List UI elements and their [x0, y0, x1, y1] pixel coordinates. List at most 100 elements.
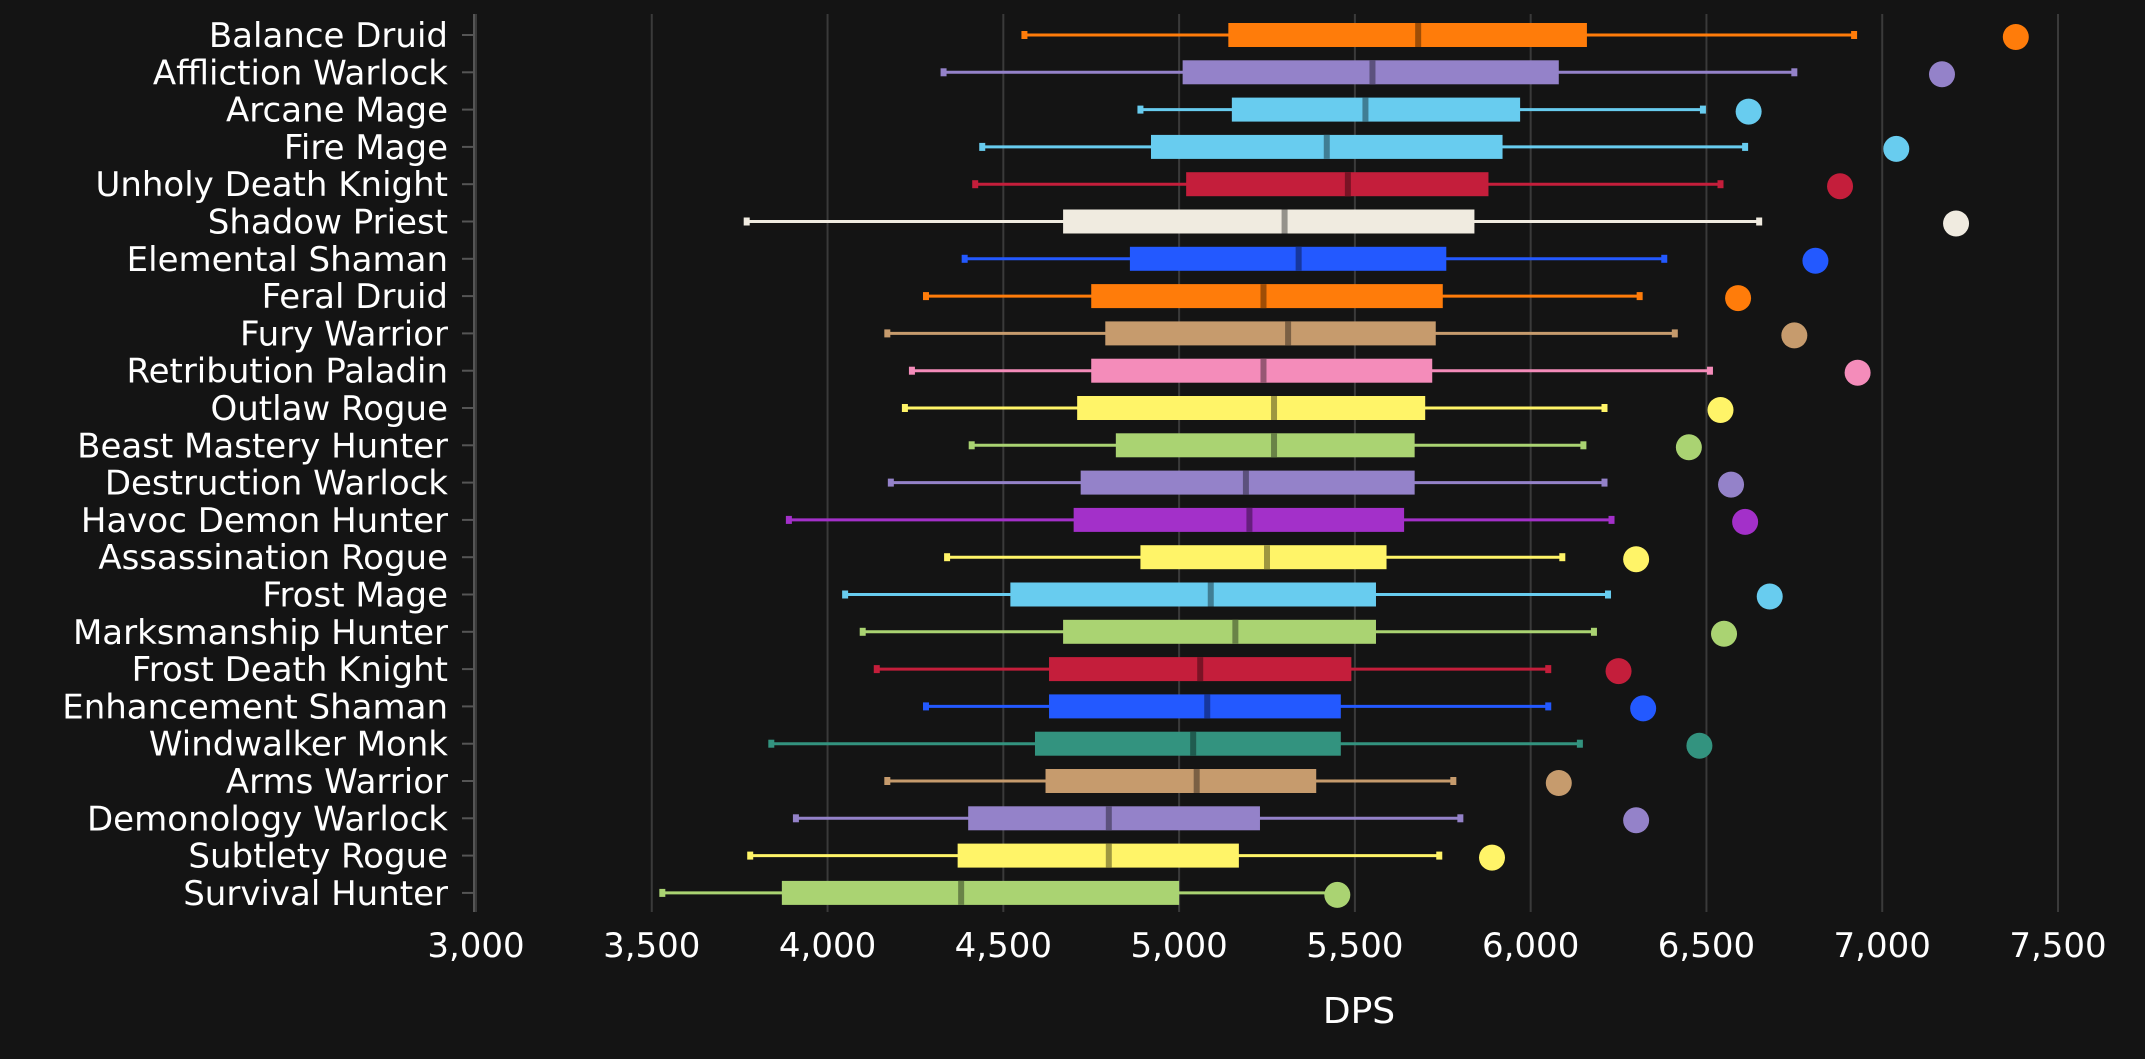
median-marker: [1246, 507, 1253, 532]
outlier-point: [1478, 844, 1505, 871]
category-label: Balance Druid: [209, 16, 448, 56]
category-label: Havoc Demon Hunter: [81, 501, 448, 541]
whisker-cap-min: [659, 888, 666, 897]
box-group: [944, 545, 1650, 573]
box-iqr: [968, 806, 1260, 831]
median-marker: [1193, 769, 1200, 793]
whisker-cap-max: [1545, 702, 1552, 711]
whisker-cap-max: [1699, 105, 1706, 114]
x-tick-label: 7,500: [2009, 926, 2106, 966]
box-iqr: [1115, 433, 1415, 458]
whisker-cap-min: [922, 292, 929, 301]
whisker-cap-max: [1717, 180, 1724, 189]
whisker-cap-min: [785, 515, 792, 524]
category-label: Arcane Mage: [226, 91, 448, 131]
outlier-point: [1324, 881, 1351, 908]
outlier-point: [1718, 471, 1745, 498]
box-iqr: [1231, 97, 1521, 122]
median-marker: [1260, 358, 1267, 383]
outlier-point: [1623, 807, 1650, 834]
box-iqr: [1129, 246, 1447, 271]
x-tick-label: 3,500: [603, 926, 700, 966]
median-marker: [1415, 23, 1422, 47]
box-group: [884, 769, 1572, 796]
box-group: [961, 246, 1829, 274]
median-marker: [1295, 246, 1302, 271]
median-marker: [1207, 582, 1214, 607]
whisker-cap-max: [1545, 665, 1552, 674]
whisker-cap-min: [968, 441, 975, 450]
outlier-point: [1545, 770, 1572, 796]
median-marker: [1271, 433, 1278, 458]
whisker-cap-min: [901, 404, 908, 412]
box-iqr: [1010, 582, 1376, 607]
category-label: Fire Mage: [284, 128, 448, 168]
box-iqr: [1045, 769, 1317, 793]
whisker-cap-min: [972, 180, 979, 189]
outlier-point: [1928, 61, 1955, 88]
category-label: Destruction Warlock: [105, 464, 448, 504]
box-group: [659, 880, 1351, 908]
outlier-point: [1732, 508, 1759, 535]
outlier-point: [1605, 658, 1632, 685]
whisker-cap-max: [1580, 441, 1587, 450]
median-marker: [1105, 843, 1112, 868]
whisker-cap-min: [743, 217, 750, 226]
whisker-cap-min: [884, 777, 891, 785]
x-tick-label: 4,000: [779, 926, 876, 966]
whisker-cap-max: [1590, 627, 1597, 636]
whisker-cap-max: [1601, 404, 1608, 412]
whisker-cap-min: [940, 68, 947, 77]
x-tick-label: 5,000: [1130, 926, 1227, 966]
outlier-point: [1707, 397, 1734, 423]
x-tick-label: 5,500: [1306, 926, 1403, 966]
box-group: [743, 209, 1970, 237]
whisker-cap-min: [887, 478, 894, 487]
category-label: Windwalker Monk: [149, 725, 448, 765]
outlier-point: [1781, 322, 1808, 349]
box-iqr: [1228, 23, 1587, 47]
whisker-cap-max: [1661, 254, 1668, 263]
category-label: Frost Death Knight: [132, 650, 448, 690]
box-group: [873, 657, 1632, 685]
whisker-cap-max: [1671, 329, 1678, 338]
whisker-cap-max: [1791, 68, 1798, 77]
box-iqr: [1063, 209, 1475, 234]
outlier-point: [1686, 732, 1713, 759]
grid-layer: [475, 14, 2059, 912]
whisker-cap-min: [873, 665, 880, 674]
whisker-cap-min: [961, 254, 968, 263]
median-marker: [1323, 134, 1330, 159]
category-label: Subtlety Rogue: [188, 837, 448, 877]
category-label: Survival Hunter: [183, 874, 448, 914]
whisker-cap-max: [1436, 851, 1443, 860]
category-label: Enhancement Shaman: [62, 687, 448, 727]
whisker-cap-max: [1601, 478, 1608, 487]
box-group: [940, 60, 1955, 88]
category-label: Outlaw Rogue: [211, 389, 449, 429]
box-group: [842, 582, 1783, 610]
whisker-cap-min: [768, 739, 775, 748]
median-marker: [1362, 97, 1369, 122]
box-group: [1021, 23, 2029, 50]
median-marker: [1197, 657, 1204, 682]
x-tick-label: 3,000: [427, 926, 524, 966]
box-iqr: [1034, 731, 1341, 756]
category-label: Assassination Rogue: [98, 538, 448, 578]
median-marker: [1344, 172, 1351, 197]
median-marker: [1105, 806, 1112, 831]
outlier-point: [1883, 135, 1910, 162]
median-marker: [1281, 209, 1288, 234]
box-iqr: [1077, 396, 1426, 420]
category-label: Elemental Shaman: [127, 240, 448, 280]
category-label: Arms Warrior: [226, 762, 448, 802]
median-marker: [1271, 396, 1278, 420]
whisker-cap-min: [1137, 105, 1144, 114]
box-group: [785, 507, 1759, 535]
box-group: [922, 694, 1657, 722]
whisker-cap-min: [1021, 31, 1028, 39]
outlier-point: [1623, 546, 1650, 573]
whisker-cap-max: [1608, 515, 1615, 524]
box-iqr: [1140, 545, 1387, 570]
